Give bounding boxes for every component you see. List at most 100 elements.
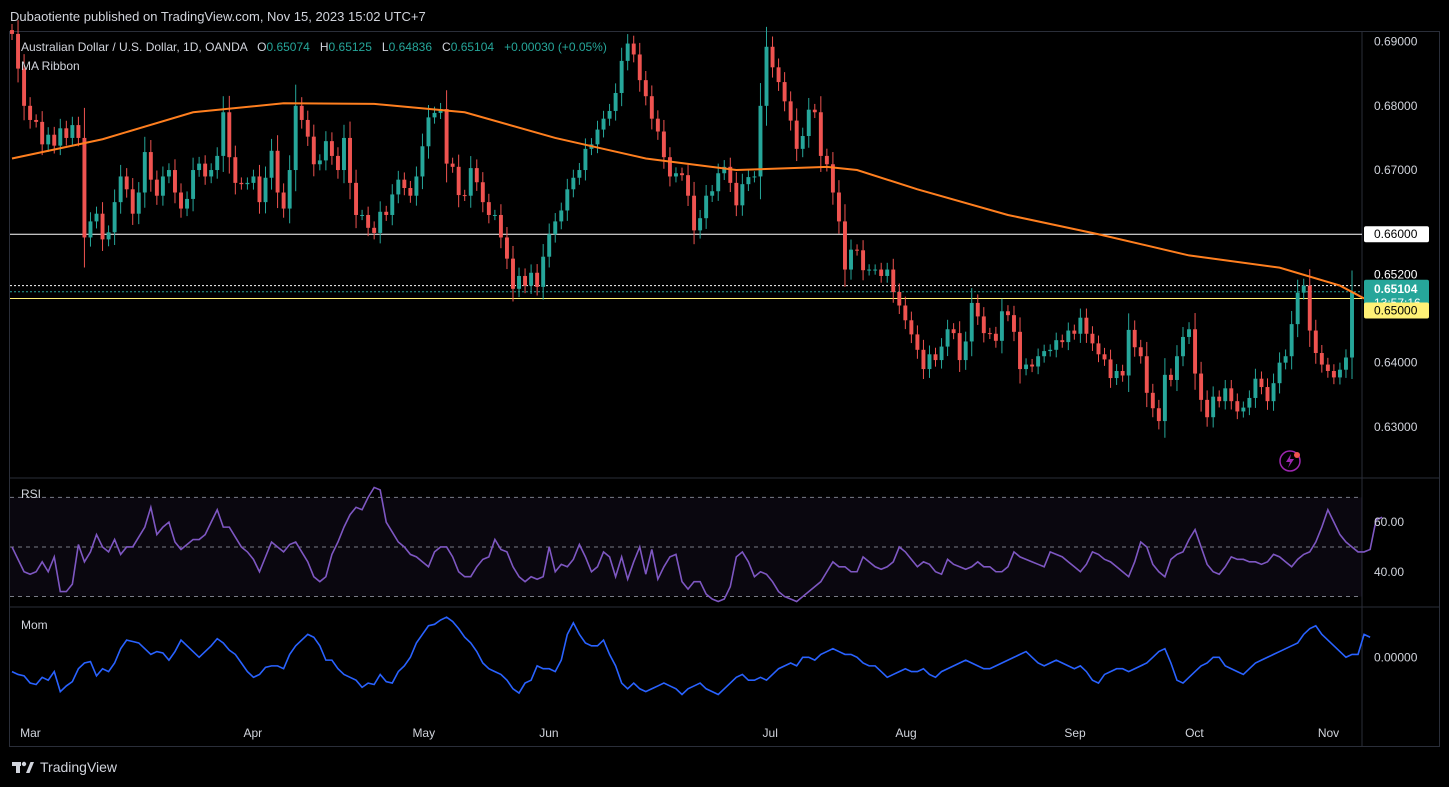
price-tick-label: 0.64000 (1374, 356, 1418, 370)
candle-body (939, 346, 944, 361)
candle-body (740, 184, 745, 206)
candle-body (849, 249, 853, 270)
candle-body (1144, 356, 1149, 393)
candle-body (806, 109, 811, 137)
low-value: 0.64836 (388, 40, 432, 54)
candle-body (335, 155, 340, 171)
candle-body (830, 164, 835, 193)
candle-body (1138, 347, 1143, 357)
symbol-title[interactable]: Australian Dollar / U.S. Dollar, 1D, OAN… (21, 40, 248, 54)
candle-body (565, 189, 570, 211)
ma-ribbon-legend[interactable]: MA Ribbon (21, 59, 80, 73)
candle-body (873, 269, 878, 271)
candle-body (571, 177, 576, 190)
rsi-tick-label: 40.00 (1374, 565, 1404, 579)
candle-body (927, 354, 932, 370)
candle-body (517, 275, 521, 289)
candle-body (1247, 397, 1252, 408)
candle-body (1096, 343, 1101, 355)
candle-body (1181, 336, 1185, 357)
candle-body (239, 182, 244, 185)
candle-body (674, 173, 678, 177)
candle-body (951, 329, 956, 334)
mom-legend[interactable]: Mom (21, 618, 48, 632)
candle-body (1024, 364, 1029, 370)
candle-body (680, 173, 684, 176)
candle-body (1030, 364, 1035, 367)
tradingview-icon (12, 761, 34, 773)
candle-body (420, 146, 425, 177)
candle-body (1156, 408, 1161, 422)
candle-body (1301, 285, 1306, 293)
symbol-legend[interactable]: Australian Dollar / U.S. Dollar, 1D, OAN… (21, 40, 607, 54)
candle-body (987, 333, 992, 335)
candle-body (432, 112, 437, 118)
candle-body (329, 141, 334, 156)
rsi-tick-label: 60.00 (1374, 515, 1404, 529)
rsi-legend[interactable]: RSI (21, 487, 42, 501)
time-tick-label: Oct (1185, 726, 1204, 740)
candle-body (191, 170, 196, 199)
candle-body (197, 163, 202, 171)
candle-body (1048, 349, 1053, 352)
candle-body (1295, 292, 1300, 325)
candle-body (655, 118, 660, 132)
candle-body (287, 170, 292, 209)
candle-body (643, 80, 648, 97)
candle-body (897, 292, 902, 306)
candle-body (203, 163, 208, 177)
candle-body (710, 191, 715, 196)
candle-body (861, 250, 866, 271)
candle-body (384, 211, 389, 215)
candle-body (366, 214, 371, 228)
candle-body (474, 168, 479, 183)
candle-body (179, 192, 183, 209)
candle-body (921, 349, 926, 370)
candle-body (118, 176, 123, 203)
candle-body (698, 218, 703, 231)
candle-body (637, 54, 642, 81)
candle-body (1012, 315, 1016, 332)
candle-body (1005, 311, 1010, 316)
candle-body (372, 227, 377, 233)
candle-body (1241, 407, 1246, 412)
candle-body (251, 176, 256, 183)
candle-body (764, 46, 769, 106)
candles (10, 20, 1354, 438)
candle-body (716, 173, 721, 192)
candle-body (305, 119, 310, 137)
candle-body (209, 170, 214, 177)
candle-body (1036, 356, 1041, 367)
candle-body (903, 305, 908, 321)
candle-body (583, 148, 588, 171)
candle-body (22, 68, 27, 106)
candle-body (299, 105, 304, 120)
level-0.652-label: 0.65200 (1374, 268, 1418, 282)
candle-body (1283, 356, 1288, 363)
candle-body (28, 105, 33, 120)
time-tick-label: Aug (895, 726, 916, 740)
open-label: O (257, 40, 267, 54)
tradingview-logo[interactable]: TradingView (12, 759, 117, 775)
candle-body (245, 182, 250, 185)
price-tick-label: 0.69000 (1374, 35, 1418, 49)
candle-body (818, 112, 823, 156)
candle-body (1114, 370, 1119, 379)
candle-body (1126, 329, 1131, 376)
candle-body (1132, 329, 1137, 348)
footer-bar (0, 748, 1449, 787)
candle-body (492, 214, 497, 216)
candle-body (130, 189, 135, 214)
candle-body (136, 192, 141, 214)
candle-body (1042, 351, 1047, 357)
candle-body (154, 179, 159, 196)
candle-body (64, 128, 69, 138)
candle-body (94, 213, 99, 222)
candle-body (1259, 378, 1264, 388)
candle-body (1199, 373, 1204, 400)
candle-body (142, 152, 147, 193)
candle-body (619, 60, 624, 93)
candle-body (166, 170, 171, 177)
change-value: +0.00030 (+0.05%) (504, 40, 607, 54)
